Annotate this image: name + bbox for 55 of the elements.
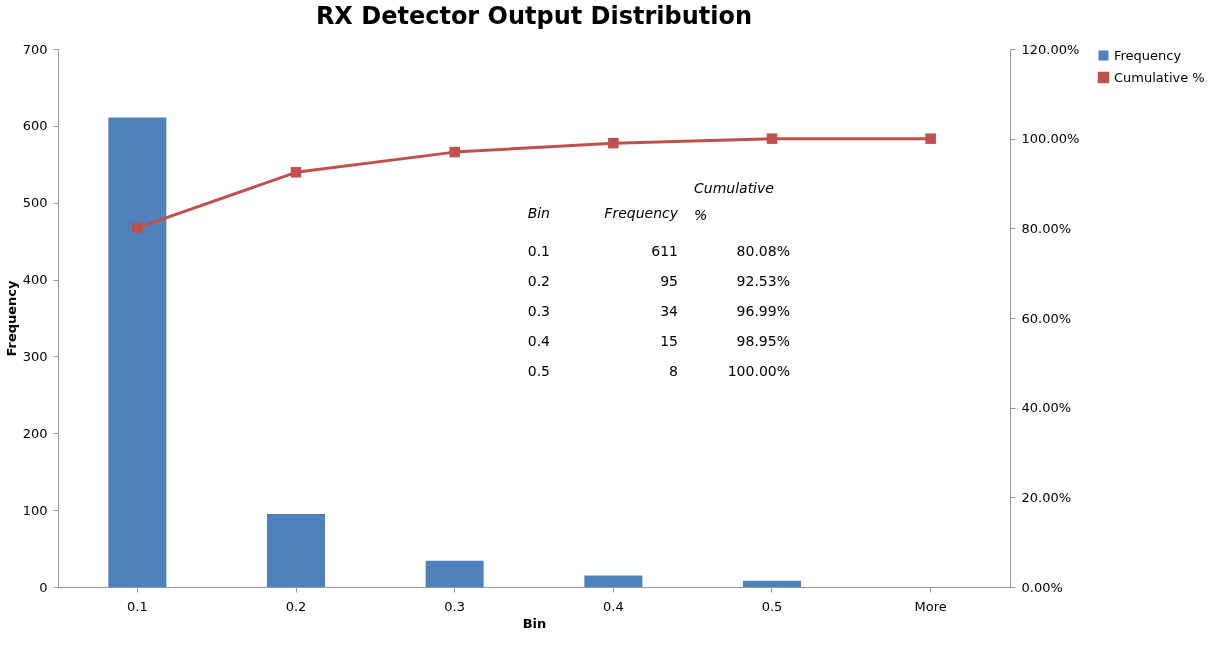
annotation: 34 [660,302,679,319]
annotation: Frequency [604,205,679,221]
chart-title: RX Detector Output Distribution [315,2,753,30]
annotation: 0.2 [527,272,550,289]
x-tick-label: 0.5 [761,598,783,614]
annotation: 0.4 [527,332,551,349]
y2-tick-label: 80.00% [1021,220,1072,236]
y2-tick-label: 60.00% [1021,310,1072,326]
bar [743,580,801,587]
point [766,133,778,144]
y2-tick-label: 120.00% [1021,41,1080,57]
x-tick-label: 0.1 [126,598,148,614]
legend-label: Frequency [1114,47,1182,63]
y2-tick-label: 20.00% [1021,489,1072,505]
legend-label: Cumulative % [1114,69,1205,85]
y-tick-label: 200 [22,425,48,441]
point [132,222,143,234]
annotation: 92.53% [736,272,790,289]
annotation: 98.95% [736,332,790,349]
point [925,133,936,144]
y-tick-label: 0 [39,579,48,595]
y-tick-label: 300 [22,348,48,364]
x-tick-label: 0.4 [602,598,624,614]
annotation: 0.1 [527,242,550,259]
x-tick-label: More [914,598,947,614]
bar [425,560,484,587]
annotation: Bin [527,205,550,221]
bar [584,575,643,587]
y-axis-title: Frequency [3,279,19,357]
x-tick-label: 0.3 [444,598,466,614]
point [608,137,619,149]
annotation: 95 [660,272,678,289]
annotation: 100.00% [727,362,790,379]
y-tick-label: 600 [22,118,48,134]
y-tick-label: 500 [22,195,48,211]
annotation: 0.5 [527,362,550,379]
annotation: 80.08% [736,242,790,259]
y-tick-label: 400 [22,272,48,288]
bar [267,513,325,587]
bar [108,117,167,587]
annotation: 8 [669,362,678,379]
y-tick-label: 700 [22,41,48,57]
y-tick-label: 100 [22,502,48,518]
point [290,167,302,178]
y2-tick-label: 0.00% [1021,579,1063,595]
annotation: 96.99% [736,302,790,319]
x-axis-title: Bin [522,615,547,631]
annotation: 611 [651,242,678,259]
annotation: 15 [660,332,678,349]
y2-tick-label: 40.00% [1021,400,1072,416]
point [449,146,460,158]
annotation: 0.3 [527,302,550,319]
x-tick-label: 0.2 [285,598,307,614]
annotation: Cumulative % [694,180,774,223]
y2-tick-label: 100.00% [1021,131,1080,147]
